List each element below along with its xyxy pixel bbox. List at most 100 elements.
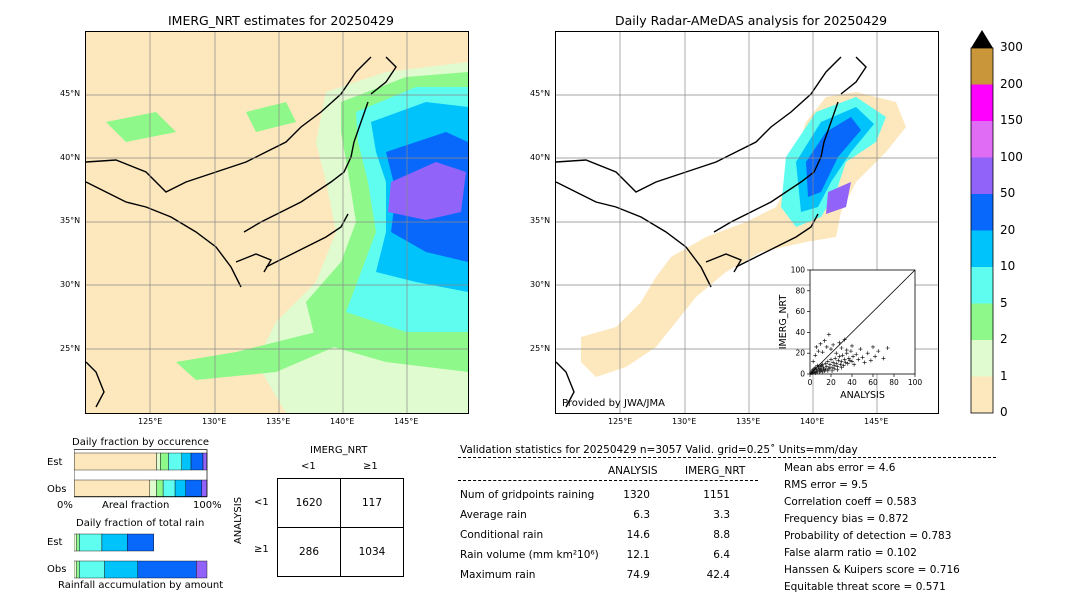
colorbar-tick-label: 100 [1000, 149, 1023, 164]
one-to-one-line [809, 269, 916, 375]
stat-imerg-value: 42.4 [706, 569, 730, 581]
stat-analysis-value: 6.3 [633, 509, 650, 521]
stat-analysis-value: 1320 [623, 489, 650, 501]
scatter-point [825, 368, 830, 373]
score-line: Equitable threat score = 0.571 [784, 581, 946, 593]
scatter-point [823, 367, 828, 372]
stat-analysis-value: 12.1 [626, 549, 650, 561]
right-map-title: Daily Radar-AMeDAS analysis for 20250429 [615, 13, 888, 28]
left-map-title: IMERG_NRT estimates for 20250429 [168, 13, 395, 28]
stat-row-label: Num of gridpoints raining [460, 489, 595, 501]
scatter-x-tick-label: 60 [868, 378, 878, 387]
scatter-point [847, 358, 852, 363]
contingency-row-axis: ANALYSIS [233, 496, 245, 545]
score-line: False alarm ratio = 0.102 [784, 547, 917, 559]
scatter-y-tick-label: 0 [800, 370, 805, 379]
left-lat-label: 40°N [60, 153, 81, 162]
scatter-point [834, 361, 839, 366]
stat-row-label: Maximum rain [460, 569, 536, 581]
colorbar-segment [971, 48, 993, 85]
stat-imerg-value: 6.4 [713, 549, 730, 561]
colorbar-segment [971, 303, 993, 340]
scatter-y-tick-label: 80 [795, 286, 805, 295]
occurrence-bar-segment [190, 452, 204, 471]
scatter-point [831, 342, 836, 347]
scatter-point [850, 343, 854, 348]
left-lat-label: 35°N [60, 216, 81, 225]
scatter-point [858, 347, 863, 352]
scatter-point [818, 341, 823, 346]
scatter-x-label: ANALYSIS [840, 390, 885, 401]
score-line: RMS error = 9.5 [784, 479, 868, 491]
total-rain-row-label: Est [47, 537, 63, 548]
contingency-col-header: ≥1 [363, 461, 378, 472]
total-rain-bar-segment [196, 560, 208, 579]
total-rain-bar-segment [79, 533, 103, 552]
scatter-point [816, 364, 821, 369]
score-line: Correlation coeff = 0.583 [784, 496, 917, 508]
scatter-point [837, 340, 842, 345]
total-rain-caption: Rainfall accumulation by amount [58, 580, 224, 591]
scatter-point [819, 363, 824, 368]
stat-imerg-value: 3.3 [713, 509, 730, 521]
scatter-point [814, 367, 819, 372]
validation-header: Validation statistics for 20250429 n=305… [460, 444, 858, 456]
colorbar [970, 30, 994, 414]
contingency-title: IMERG_NRT [310, 445, 368, 456]
total-rain-bar-segment [104, 560, 139, 579]
contingency-table: 1620 117 286 1034 [277, 478, 404, 577]
colorbar-segment [971, 84, 993, 121]
colorbar-tick-label: 200 [1000, 76, 1023, 91]
scatter-point [876, 349, 881, 354]
scatter-point [885, 346, 890, 350]
scatter-point [829, 357, 833, 362]
right-map: Provided by JWA/JMA [555, 31, 939, 414]
scatter-point [868, 358, 873, 363]
right-lat-label: 30°N [530, 280, 551, 289]
scatter-point [820, 350, 825, 355]
scatter-point [839, 365, 844, 370]
left-lon-label: 145°E [394, 417, 419, 426]
scatter-point [829, 347, 833, 352]
scatter-point [817, 366, 822, 371]
scatter-point [823, 361, 828, 366]
stat-analysis-value: 14.6 [626, 529, 650, 541]
scatter-point [824, 344, 829, 349]
occurrence-bar-segment [156, 452, 161, 471]
occurrence-axis-right: 100% [193, 500, 222, 511]
scatter-point [812, 366, 817, 371]
left-lon-label: 130°E [202, 417, 227, 426]
right-lon-label: 125°E [608, 417, 633, 426]
total-rain-bar-segment [137, 560, 197, 579]
scatter-point [854, 352, 859, 357]
contingency-cell: 1620 [277, 478, 341, 528]
scatter-point [821, 366, 826, 371]
scatter-point [836, 358, 841, 363]
colorbar-segment [971, 230, 993, 267]
scatter-x-tick-label: 40 [847, 378, 857, 387]
scatter-point [846, 356, 851, 361]
colorbar-segment [971, 157, 993, 194]
occurrence-bar-segment [160, 452, 169, 471]
scatter-point [871, 344, 875, 349]
colorbar-segment [971, 194, 993, 231]
scatter-point [837, 354, 842, 359]
colorbar-segment [971, 376, 993, 413]
colorbar-extend-arrow [971, 30, 993, 48]
scatter-point [831, 360, 836, 365]
total-rain-bar-segment [127, 533, 155, 552]
scatter-point [813, 370, 818, 375]
scatter-y-tick-label: 20 [795, 349, 805, 358]
scatter-point [841, 363, 846, 368]
scatter-y-tick-label: 40 [795, 328, 805, 337]
scatter-point [840, 353, 845, 358]
scatter-point [852, 362, 857, 367]
total-rain-row-label: Obs [47, 564, 67, 575]
total-rain-bar-segment [101, 533, 128, 552]
total-rain-bar-segment [76, 533, 80, 552]
scatter-point [816, 349, 821, 354]
col-header-analysis: ANALYSIS [608, 465, 658, 477]
scatter-point [832, 366, 837, 371]
colorbar-segment [971, 267, 993, 304]
scatter-point [811, 369, 816, 374]
